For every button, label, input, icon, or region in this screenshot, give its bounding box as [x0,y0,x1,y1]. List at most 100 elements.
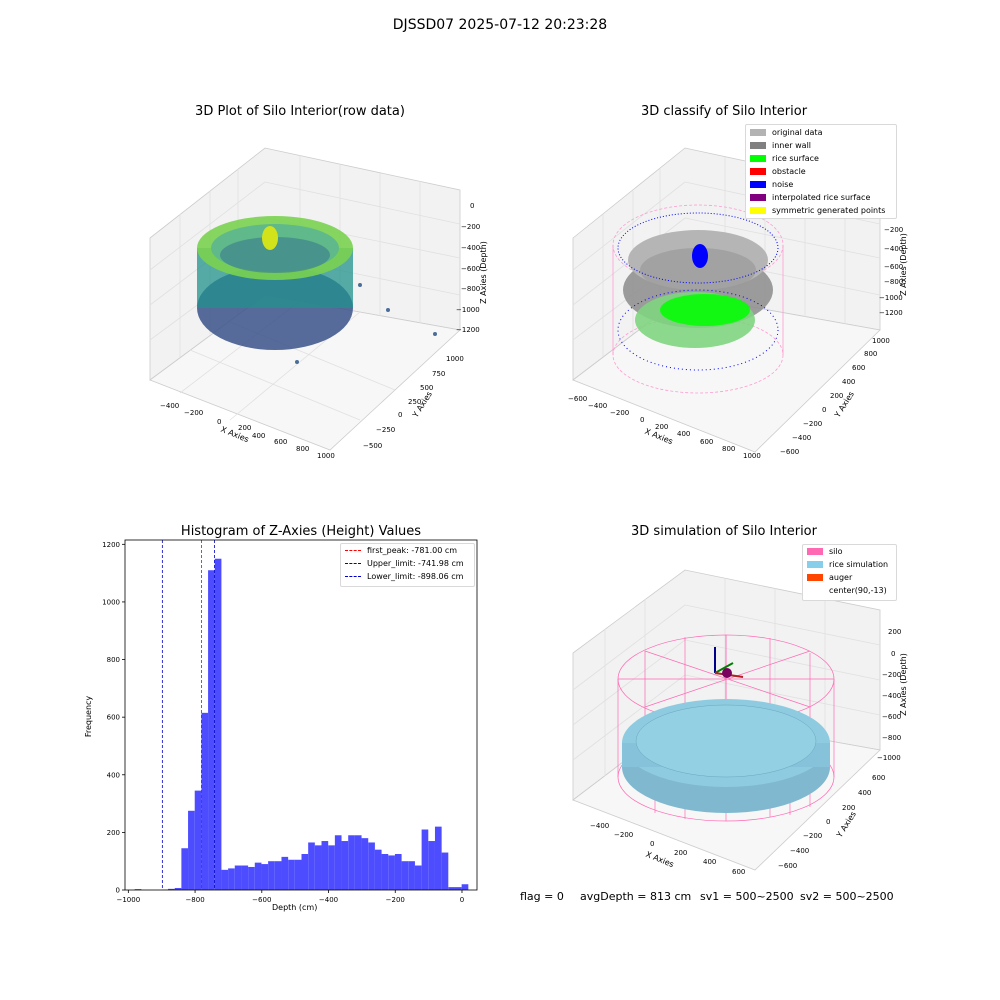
legend-swatch [807,561,823,568]
histogram-bar [388,855,395,890]
sim-y-tick: 200 [842,804,856,812]
raw-y-tick: −500 [363,442,383,450]
histogram-bar [434,826,442,890]
histogram-bar [414,865,422,890]
histogram-y-tick-label: 200 [107,829,120,837]
histogram-bar [294,859,302,890]
legend-item-upper-limit: Upper_limit: -741.98 cm [341,557,474,570]
sim-y-tick: 0 [826,818,831,826]
histogram-x-tick-label: −200 [386,896,405,904]
legend-item-original-data: original data [746,126,896,139]
classify-y-tick: −200 [803,420,823,428]
classify-cloud [612,204,784,394]
classify-y-tick: 200 [830,392,844,400]
histogram-y-tick-label: 0 [116,887,120,895]
legend-item-rice-surface: rice surface [746,152,896,165]
raw-y-tick: 0 [398,411,403,419]
legend-swatch [750,181,766,188]
raw-3d-plot [149,147,461,451]
legend-item-rice-simulation: rice simulation [803,558,896,571]
histogram-title: Histogram of Z-Axies (Height) Values [180,524,422,539]
legend-swatch [750,155,766,162]
sim-auger [714,647,744,678]
histogram-bar [201,712,209,890]
legend-label: obstacle [772,167,806,176]
raw-x-tick: 600 [274,438,288,446]
histogram-bar [448,887,455,890]
classify-y-tick: −600 [780,448,800,456]
legend-item-auger: auger [803,571,896,584]
sim-z-tick: −800 [882,734,902,742]
status-avg-depth: avgDepth = 813 cm [580,890,692,903]
histogram-x-tick-label: −600 [252,896,271,904]
legend-item-inner-wall: inner wall [746,139,896,152]
classify-x-tick: 200 [655,423,669,431]
legend-item-noise: noise [746,178,896,191]
histogram-bar [308,842,315,890]
sim-z-tick: −200 [882,671,902,679]
histogram-bar [301,853,309,890]
sim-x-tick: −400 [590,822,610,830]
histogram-bar [314,845,322,890]
histogram-bar [288,859,295,890]
raw-y-tick: 750 [432,370,446,378]
histogram-y-label: Frequency [84,695,94,738]
classify-y-tick: 800 [864,350,878,358]
histogram-bar [241,865,249,890]
histogram-bar [328,845,335,890]
histogram-frame [124,539,478,891]
sim-legend: silo rice simulation auger center(90,-13… [802,544,897,601]
histogram-bar [368,842,375,890]
histogram-bar [361,838,369,890]
raw-z-tick: −800 [461,285,481,293]
histogram-bar [274,861,282,890]
legend-label: Upper_limit: -741.98 cm [367,559,464,568]
raw-x-tick: −200 [184,409,204,417]
classify-x-tick: −400 [588,402,608,410]
legend-swatch [750,194,766,201]
histogram-x-label: Depth (cm) [272,903,318,912]
histogram-bar [194,790,202,890]
sim-panel-title: 3D simulation of Silo Interior [631,524,817,539]
classify-x-tick: 0 [640,416,645,424]
classify-legend: original data inner wall rice surface ob… [745,124,897,219]
sim-x-tick: 0 [650,840,655,848]
legend-label: interpolated rice surface [772,193,871,202]
sim-y-tick: −200 [803,832,823,840]
sim-y-tick: 400 [858,789,872,797]
status-sv2: sv2 = 500~2500 [800,890,894,903]
legend-swatch [750,129,766,136]
legend-line-blue [345,563,361,564]
histogram-bar [234,865,242,890]
sim-x-tick: 600 [732,868,746,876]
histogram-bar [281,856,289,890]
histogram-bar [254,862,262,890]
status-sv1: sv1 = 500~2500 [700,890,794,903]
histogram-bar [134,889,142,890]
histogram-bar [221,869,229,890]
classify-x-tick: 600 [700,438,714,446]
histogram-bar [248,866,255,890]
legend-item-silo: silo [803,545,896,558]
classify-x-tick: −600 [568,395,588,403]
histogram-bar [394,853,402,890]
legend-label: Lower_limit: -898.06 cm [367,572,464,581]
histogram-bar [401,861,409,890]
classify-z-tick: −200 [884,226,904,234]
legend-swatch [807,574,823,581]
raw-z-tick: −600 [461,265,481,273]
histogram-bar [208,570,215,890]
histogram-bar [168,888,175,890]
raw-panel-title: 3D Plot of Silo Interior(row data) [195,104,405,119]
histogram-bar [174,887,182,890]
histogram-bar [188,810,195,890]
histogram-bar [354,835,362,890]
legend-line-blue [345,576,361,577]
raw-z-tick: −1200 [456,326,480,334]
classify-x-tick: 400 [677,430,691,438]
sim-z-axis-label: Z Axies (Depth) [898,653,908,716]
histogram-bar [268,861,275,890]
histogram-bar [181,848,189,890]
legend-item-first-peak: first_peak: -781.00 cm [341,544,474,557]
